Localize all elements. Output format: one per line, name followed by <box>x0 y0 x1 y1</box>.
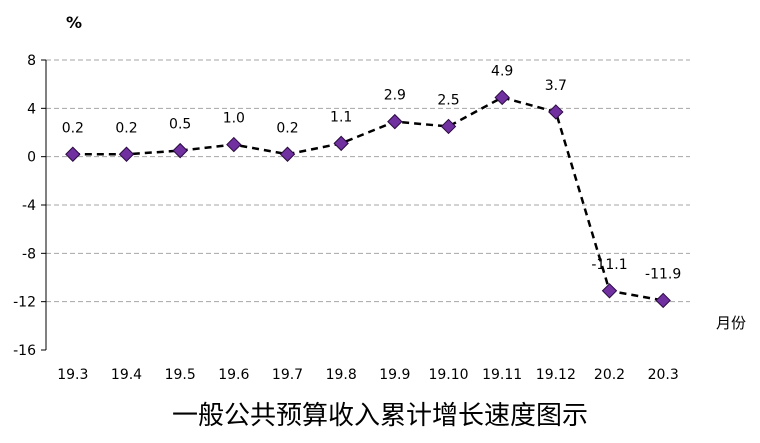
data-label: 2.5 <box>437 92 459 108</box>
data-point <box>387 113 403 130</box>
x-tick-label: 20.2 <box>594 367 625 383</box>
x-tick-label: 19.12 <box>536 367 576 383</box>
data-label: -11.1 <box>591 257 627 273</box>
x-axis-ticks: 19.3 19.4 19.5 19.6 19.7 19.8 19.9 19.10 19.11 19… <box>57 367 679 383</box>
data-point <box>333 135 349 152</box>
data-point <box>65 146 81 162</box>
data-label: 3.7 <box>545 78 567 94</box>
chart-title: 一般公共预算收入累计增长速度图示 <box>172 401 588 431</box>
series-line <box>72 96 664 302</box>
data-label: 1.1 <box>330 109 352 125</box>
data-labels: 0.2 0.2 0.5 1.0 0.2 1.1 2.9 2.5 4.9 3.7 -11.1 -11.9 <box>62 63 682 282</box>
y-axis-unit: % <box>66 13 82 32</box>
y-tick-label: -4 <box>22 198 36 214</box>
data-label: 0.2 <box>276 120 298 136</box>
data-point <box>548 104 564 120</box>
x-tick-label: 19.5 <box>165 367 196 383</box>
data-point <box>440 118 457 135</box>
y-tick-label: 4 <box>27 101 36 117</box>
y-tick-label: 8 <box>27 53 36 69</box>
y-axis-ticks: 8 4 0 -4 -8 -12 -16 <box>13 53 46 359</box>
data-point <box>494 89 510 106</box>
y-tick-label: -8 <box>22 246 36 262</box>
x-tick-label: 19.6 <box>218 367 249 383</box>
x-tick-label: 19.8 <box>326 367 357 383</box>
data-point <box>118 146 135 162</box>
x-tick-label: 19.3 <box>57 367 88 383</box>
series-markers <box>65 89 671 309</box>
x-tick-label: 19.10 <box>428 367 468 383</box>
y-tick-label: 0 <box>27 150 36 166</box>
data-label: 2.9 <box>384 88 406 104</box>
x-tick-label: 19.9 <box>379 367 410 383</box>
x-tick-label: 19.7 <box>272 367 303 383</box>
x-tick-label: 19.11 <box>482 367 522 383</box>
data-point <box>601 283 618 299</box>
series-path <box>72 96 664 302</box>
data-label: -11.9 <box>645 266 681 282</box>
data-point <box>279 146 296 162</box>
data-label: 0.2 <box>62 120 84 136</box>
data-label: 1.0 <box>223 111 245 127</box>
data-point <box>172 142 188 159</box>
y-tick-label: -16 <box>13 343 36 359</box>
data-point <box>226 136 242 153</box>
gridlines <box>46 59 690 303</box>
y-tick-label: -12 <box>13 295 36 311</box>
x-tick-label: 20.3 <box>648 367 679 383</box>
data-label: 4.9 <box>491 63 513 79</box>
data-label: 0.2 <box>115 120 137 136</box>
data-label: 0.5 <box>169 117 191 133</box>
x-tick-label: 19.4 <box>111 367 142 383</box>
x-axis-name: 月份 <box>716 314 746 332</box>
data-point <box>655 292 671 309</box>
